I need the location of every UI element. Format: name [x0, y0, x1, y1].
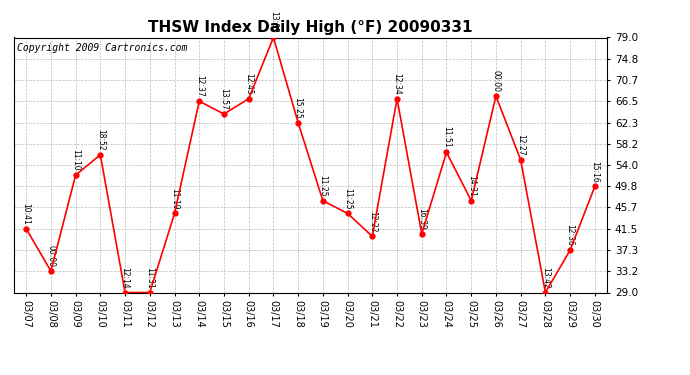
Text: 11:31: 11:31	[146, 267, 155, 288]
Text: 12:36: 12:36	[566, 224, 575, 246]
Text: 00:00: 00:00	[46, 245, 55, 267]
Text: Copyright 2009 Cartronics.com: Copyright 2009 Cartronics.com	[17, 43, 187, 52]
Text: 13:42: 13:42	[541, 267, 550, 288]
Text: 16:39: 16:39	[417, 208, 426, 230]
Title: THSW Index Daily High (°F) 20090331: THSW Index Daily High (°F) 20090331	[148, 20, 473, 35]
Text: 12:45: 12:45	[244, 73, 253, 94]
Text: 15:16: 15:16	[591, 160, 600, 182]
Text: 11:10: 11:10	[71, 149, 80, 171]
Text: 12:34: 12:34	[393, 73, 402, 94]
Text: 18:52: 18:52	[96, 129, 105, 151]
Text: 11:51: 11:51	[442, 126, 451, 148]
Text: 00:00: 00:00	[491, 70, 500, 92]
Text: 13:05: 13:05	[269, 12, 278, 33]
Text: 14:31: 14:31	[466, 175, 475, 196]
Text: 11:25: 11:25	[343, 188, 352, 209]
Text: 12:14: 12:14	[121, 267, 130, 288]
Text: 11:19: 11:19	[170, 188, 179, 209]
Text: 10:41: 10:41	[21, 203, 30, 225]
Text: 12:27: 12:27	[516, 134, 525, 156]
Text: 12:37: 12:37	[195, 75, 204, 97]
Text: 11:25: 11:25	[318, 175, 327, 196]
Text: 15:25: 15:25	[294, 97, 303, 118]
Text: 13:57: 13:57	[219, 88, 228, 110]
Text: 12:22: 12:22	[368, 211, 377, 232]
